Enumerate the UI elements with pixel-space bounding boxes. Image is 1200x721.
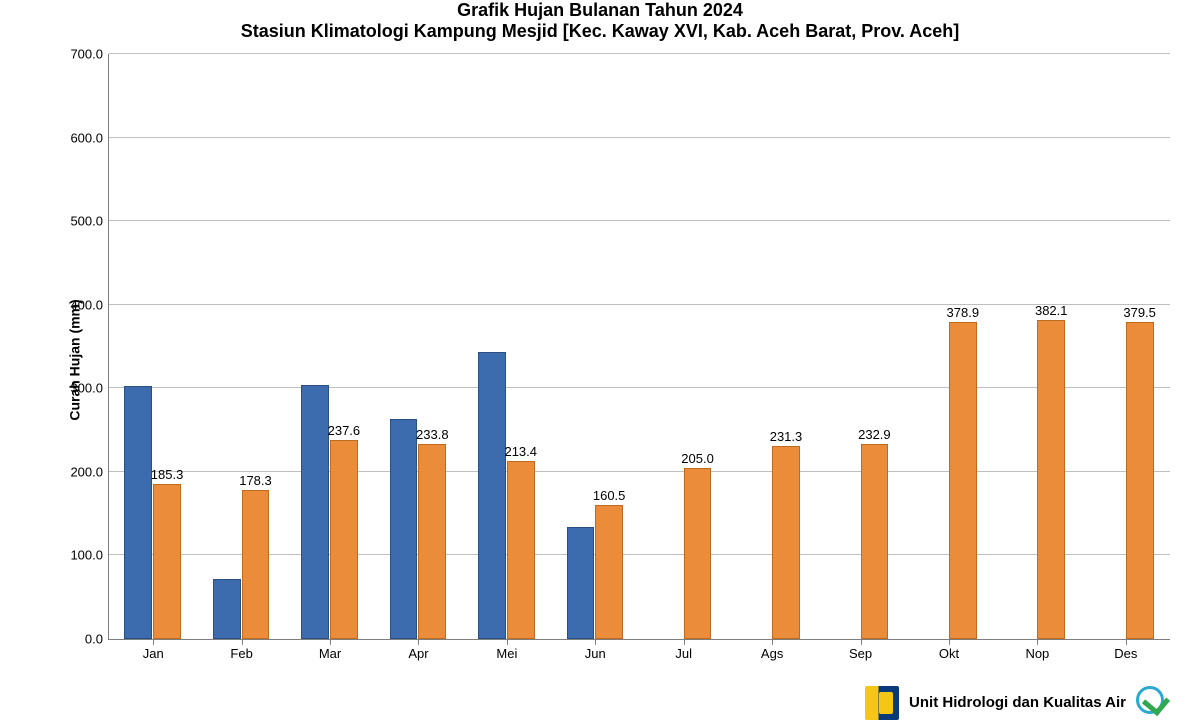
y-tick-label: 500.0 bbox=[70, 214, 103, 229]
bar: 379.5 bbox=[1126, 322, 1154, 639]
x-tick-label: Jan bbox=[128, 646, 178, 661]
data-label: 160.5 bbox=[593, 488, 626, 503]
bar bbox=[478, 352, 506, 639]
bar: 160.5 bbox=[595, 505, 623, 639]
bar: 205.0 bbox=[684, 468, 712, 639]
x-tick-mark bbox=[418, 639, 419, 645]
bar: 231.3 bbox=[772, 446, 800, 639]
x-tick-mark bbox=[949, 639, 950, 645]
y-axis-label: Curah Hujan (mm) bbox=[67, 299, 83, 420]
title-line-2: Stasiun Klimatologi Kampung Mesjid [Kec.… bbox=[0, 21, 1200, 42]
x-tick-mark bbox=[861, 639, 862, 645]
bar: 185.3 bbox=[153, 484, 181, 639]
y-tick-label: 300.0 bbox=[70, 381, 103, 396]
bar bbox=[301, 385, 329, 639]
iso-badge-icon bbox=[1136, 686, 1170, 720]
gridline bbox=[109, 304, 1170, 305]
x-tick-mark bbox=[153, 639, 154, 645]
org-logo-icon bbox=[865, 686, 899, 720]
data-label: 378.9 bbox=[947, 305, 980, 320]
title-line-1: Grafik Hujan Bulanan Tahun 2024 bbox=[0, 0, 1200, 21]
bar: 213.4 bbox=[507, 461, 535, 639]
x-tick-mark bbox=[595, 639, 596, 645]
gridline bbox=[109, 220, 1170, 221]
x-tick-label: Jun bbox=[570, 646, 620, 661]
bar bbox=[567, 527, 595, 639]
data-label: 233.8 bbox=[416, 427, 449, 442]
bar: 178.3 bbox=[242, 490, 270, 639]
y-tick-label: 200.0 bbox=[70, 464, 103, 479]
chart-container: Curah Hujan (mm) 0.0100.0200.0300.0400.0… bbox=[50, 50, 1180, 670]
y-tick-label: 600.0 bbox=[70, 130, 103, 145]
x-tick-label: Mei bbox=[482, 646, 532, 661]
x-tick-label: Apr bbox=[393, 646, 443, 661]
data-label: 213.4 bbox=[504, 444, 537, 459]
x-tick-mark bbox=[507, 639, 508, 645]
x-tick-mark bbox=[772, 639, 773, 645]
chart-title: Grafik Hujan Bulanan Tahun 2024 Stasiun … bbox=[0, 0, 1200, 42]
gridline bbox=[109, 137, 1170, 138]
x-tick-label: Feb bbox=[217, 646, 267, 661]
data-label: 231.3 bbox=[770, 429, 803, 444]
footer: Unit Hidrologi dan Kualitas Air bbox=[865, 685, 1170, 721]
y-tick-label: 0.0 bbox=[85, 632, 103, 647]
x-tick-mark bbox=[242, 639, 243, 645]
bar: 233.8 bbox=[418, 444, 446, 639]
x-tick-mark bbox=[684, 639, 685, 645]
y-tick-label: 100.0 bbox=[70, 548, 103, 563]
data-label: 237.6 bbox=[328, 423, 361, 438]
bar: 382.1 bbox=[1037, 320, 1065, 639]
data-label: 232.9 bbox=[858, 427, 891, 442]
bar: 378.9 bbox=[949, 322, 977, 639]
x-tick-label: Ags bbox=[747, 646, 797, 661]
gridline bbox=[109, 53, 1170, 54]
plot-area: 0.0100.0200.0300.0400.0500.0600.0700.0Ja… bbox=[108, 54, 1170, 640]
gridline bbox=[109, 387, 1170, 388]
x-tick-label: Mar bbox=[305, 646, 355, 661]
bar bbox=[390, 419, 418, 639]
x-tick-label: Des bbox=[1101, 646, 1151, 661]
y-tick-label: 400.0 bbox=[70, 297, 103, 312]
x-tick-mark bbox=[330, 639, 331, 645]
x-tick-label: Sep bbox=[836, 646, 886, 661]
data-label: 185.3 bbox=[151, 467, 184, 482]
data-label: 382.1 bbox=[1035, 303, 1068, 318]
x-tick-label: Okt bbox=[924, 646, 974, 661]
data-label: 379.5 bbox=[1123, 305, 1156, 320]
x-tick-mark bbox=[1126, 639, 1127, 645]
bar bbox=[124, 386, 152, 639]
data-label: 178.3 bbox=[239, 473, 272, 488]
footer-text: Unit Hidrologi dan Kualitas Air bbox=[909, 695, 1126, 712]
x-tick-label: Jul bbox=[659, 646, 709, 661]
x-tick-mark bbox=[1037, 639, 1038, 645]
gridline bbox=[109, 471, 1170, 472]
y-tick-label: 700.0 bbox=[70, 47, 103, 62]
bar: 237.6 bbox=[330, 440, 358, 639]
bar: 232.9 bbox=[861, 444, 889, 639]
x-tick-label: Nop bbox=[1012, 646, 1062, 661]
bar bbox=[213, 579, 241, 639]
data-label: 205.0 bbox=[681, 451, 714, 466]
